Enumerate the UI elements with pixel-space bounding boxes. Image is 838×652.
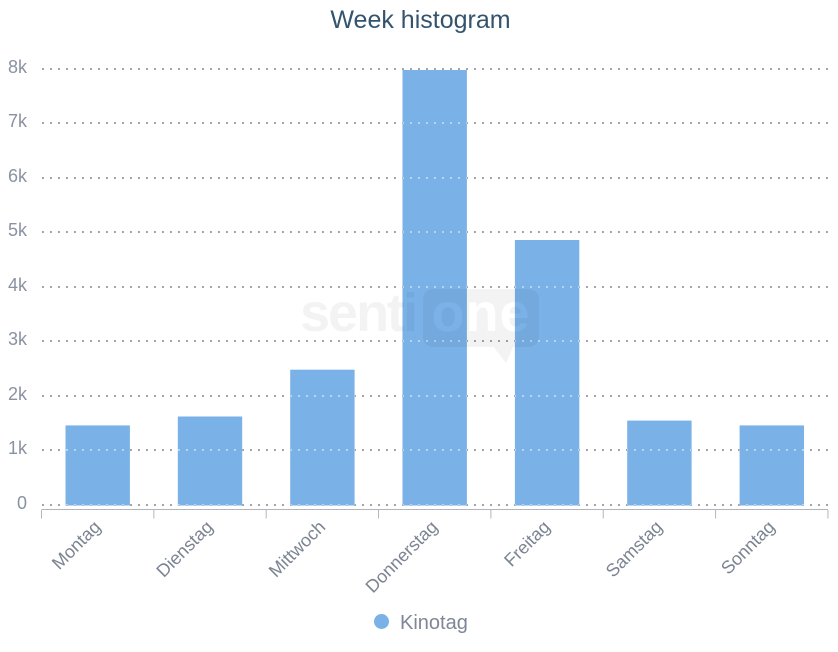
svg-text:5k: 5k (8, 220, 28, 240)
svg-text:1k: 1k (8, 438, 28, 458)
svg-text:0: 0 (17, 493, 27, 513)
svg-text:3k: 3k (8, 329, 28, 349)
svg-text:2k: 2k (8, 384, 28, 404)
svg-text:7k: 7k (8, 111, 28, 131)
svg-text:4k: 4k (8, 275, 28, 295)
svg-text:Kinotag: Kinotag (400, 612, 468, 634)
svg-text:Week histogram: Week histogram (330, 6, 510, 34)
svg-text:8k: 8k (8, 57, 28, 77)
svg-text:6k: 6k (8, 166, 28, 186)
svg-text:senti: senti (300, 283, 416, 343)
